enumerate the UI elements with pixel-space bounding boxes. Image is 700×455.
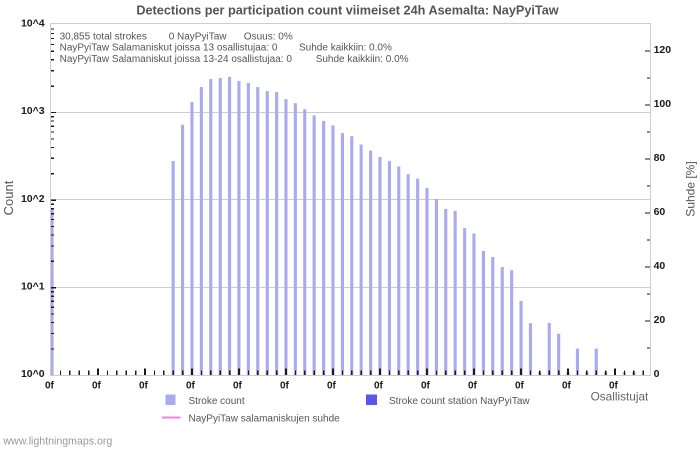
svg-text:0 NayPyiTaw: 0 NayPyiTaw [169,31,228,42]
svg-text:30,855 total strokes: 30,855 total strokes [60,31,147,42]
svg-text:0f: 0f [139,381,149,392]
svg-text:Count: Count [1,180,16,215]
svg-text:0f: 0f [45,381,55,392]
svg-text:0f: 0f [233,381,243,392]
svg-text:Stroke count: Stroke count [189,396,245,407]
svg-text:10^4: 10^4 [21,18,45,30]
svg-text:0f: 0f [374,381,384,392]
svg-text:NayPyiTaw Salamaniskut joissa: NayPyiTaw Salamaniskut joissa 13 osallis… [60,43,278,54]
svg-text:Suhde [%]: Suhde [%] [684,161,698,216]
svg-text:NayPyiTaw Salamaniskut joissa: NayPyiTaw Salamaniskut joissa 13-24 osal… [60,54,293,65]
svg-text:60: 60 [654,206,666,218]
svg-text:20: 20 [654,314,666,326]
svg-text:10^3: 10^3 [21,105,45,117]
svg-text:0f: 0f [468,381,478,392]
svg-text:NayPyiTaw salamaniskujen suhde: NayPyiTaw salamaniskujen suhde [189,414,341,425]
svg-text:0f: 0f [609,381,619,392]
svg-text:80: 80 [654,152,666,164]
svg-text:100: 100 [654,98,672,110]
svg-text:Stroke count station NayPyiTaw: Stroke count station NayPyiTaw [389,396,530,407]
svg-text:Osuus: 0%: Osuus: 0% [244,31,293,42]
svg-text:www.lightningmaps.org: www.lightningmaps.org [2,436,112,448]
svg-text:0f: 0f [327,381,337,392]
svg-text:Osallistujat: Osallistujat [591,389,649,403]
svg-text:120: 120 [654,44,672,56]
svg-text:Suhde kaikkiin: 0.0%: Suhde kaikkiin: 0.0% [299,43,392,54]
svg-text:0f: 0f [280,381,290,392]
svg-text:10^2: 10^2 [21,193,45,205]
svg-text:0f: 0f [92,381,102,392]
svg-text:40: 40 [654,260,666,272]
svg-text:0f: 0f [562,381,572,392]
svg-text:0f: 0f [515,381,525,392]
svg-text:0: 0 [654,368,660,380]
svg-text:Suhde kaikkiin: 0.0%: Suhde kaikkiin: 0.0% [316,54,409,65]
svg-text:0f: 0f [421,381,431,392]
svg-text:10^0: 10^0 [21,368,45,380]
svg-text:Detections per participation c: Detections per participation count viime… [136,3,558,17]
svg-text:0f: 0f [186,381,196,392]
svg-text:10^1: 10^1 [21,280,45,292]
